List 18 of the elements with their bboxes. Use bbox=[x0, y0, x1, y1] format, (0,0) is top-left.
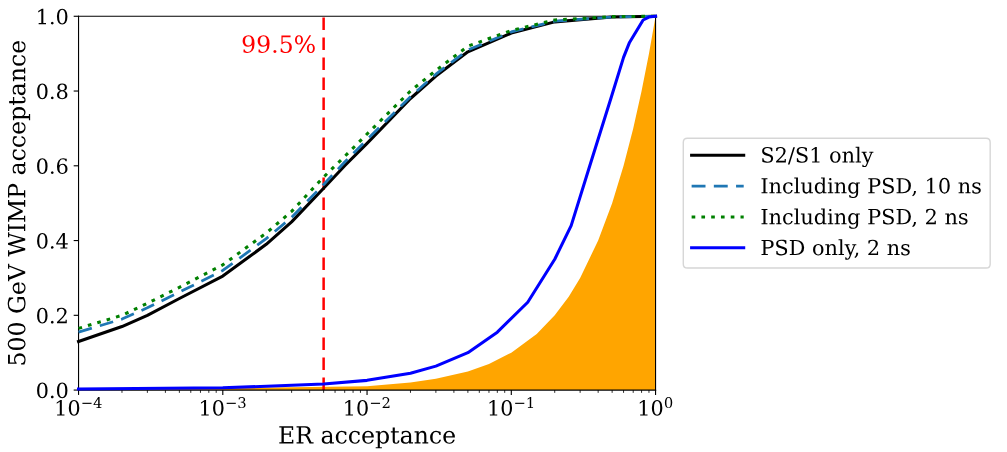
annotation: 99.5% bbox=[242, 35, 315, 54]
y-tick-label: 1.0 bbox=[38, 8, 68, 25]
y-tick-label: 0.8 bbox=[37, 83, 68, 100]
legend-label: Including PSD, 2 ns bbox=[761, 208, 968, 229]
x-tick-label: 10$^{0}$ bbox=[639, 397, 673, 416]
y-axis-title: 500 GeV WIMP acceptance bbox=[7, 41, 31, 365]
x-tick-label: 10$^{−4}$ bbox=[56, 397, 102, 416]
legend-label: PSD only, 2 ns bbox=[761, 239, 910, 260]
y-tick-label: 0.2 bbox=[37, 307, 67, 324]
legend-label: S2/S1 only bbox=[762, 146, 874, 168]
x-tick-label: 10$^{−2}$ bbox=[345, 397, 390, 416]
x-tick-label: 10$^{−3}$ bbox=[200, 397, 246, 416]
y-tick-label: 0.4 bbox=[37, 233, 68, 249]
y-tick-label: 0.6 bbox=[37, 158, 68, 174]
x-axis-title: ER acceptance bbox=[279, 426, 455, 449]
y-tick-label: 0.0 bbox=[37, 382, 68, 399]
x-tick-label: 10$^{−1}$ bbox=[489, 397, 534, 416]
legend-label: Including PSD, 10 ns bbox=[761, 177, 981, 198]
